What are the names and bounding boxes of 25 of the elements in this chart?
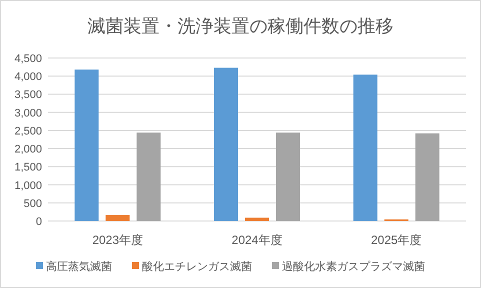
- x-tick-label: 2023年度: [92, 233, 144, 247]
- bar: [214, 68, 238, 221]
- y-tick-label: 3,500: [14, 89, 42, 102]
- y-tick-label: 1,000: [14, 180, 42, 192]
- y-tick-label: 4,500: [14, 53, 42, 65]
- y-tick-label: 3,000: [14, 107, 42, 120]
- legend-label: 高圧蒸気滅菌: [46, 260, 112, 273]
- bar: [276, 132, 300, 221]
- y-tick-label: 2,500: [14, 125, 42, 138]
- x-tick-label: 2025年度: [370, 233, 422, 247]
- y-tick-label: 0: [36, 216, 42, 228]
- y-tick-label: 4,000: [14, 71, 42, 84]
- bar: [245, 218, 269, 221]
- bar: [136, 132, 161, 221]
- bar: [106, 215, 130, 221]
- x-tick-label: 2024年度: [232, 233, 282, 247]
- bar: [353, 74, 378, 221]
- bar: [74, 70, 99, 221]
- y-tick-label: 2,000: [14, 144, 42, 156]
- title: 滅菌装置・洗浄装置の稼働件数の推移: [88, 16, 394, 36]
- legend-label: 酸化エチレンガス滅菌: [142, 260, 252, 273]
- legend-label: 過酸化水素ガスプラズマ滅菌: [282, 260, 425, 273]
- bar: [415, 133, 440, 221]
- y-tick-label: 500: [24, 198, 42, 210]
- y-tick-label: 1,500: [14, 162, 42, 174]
